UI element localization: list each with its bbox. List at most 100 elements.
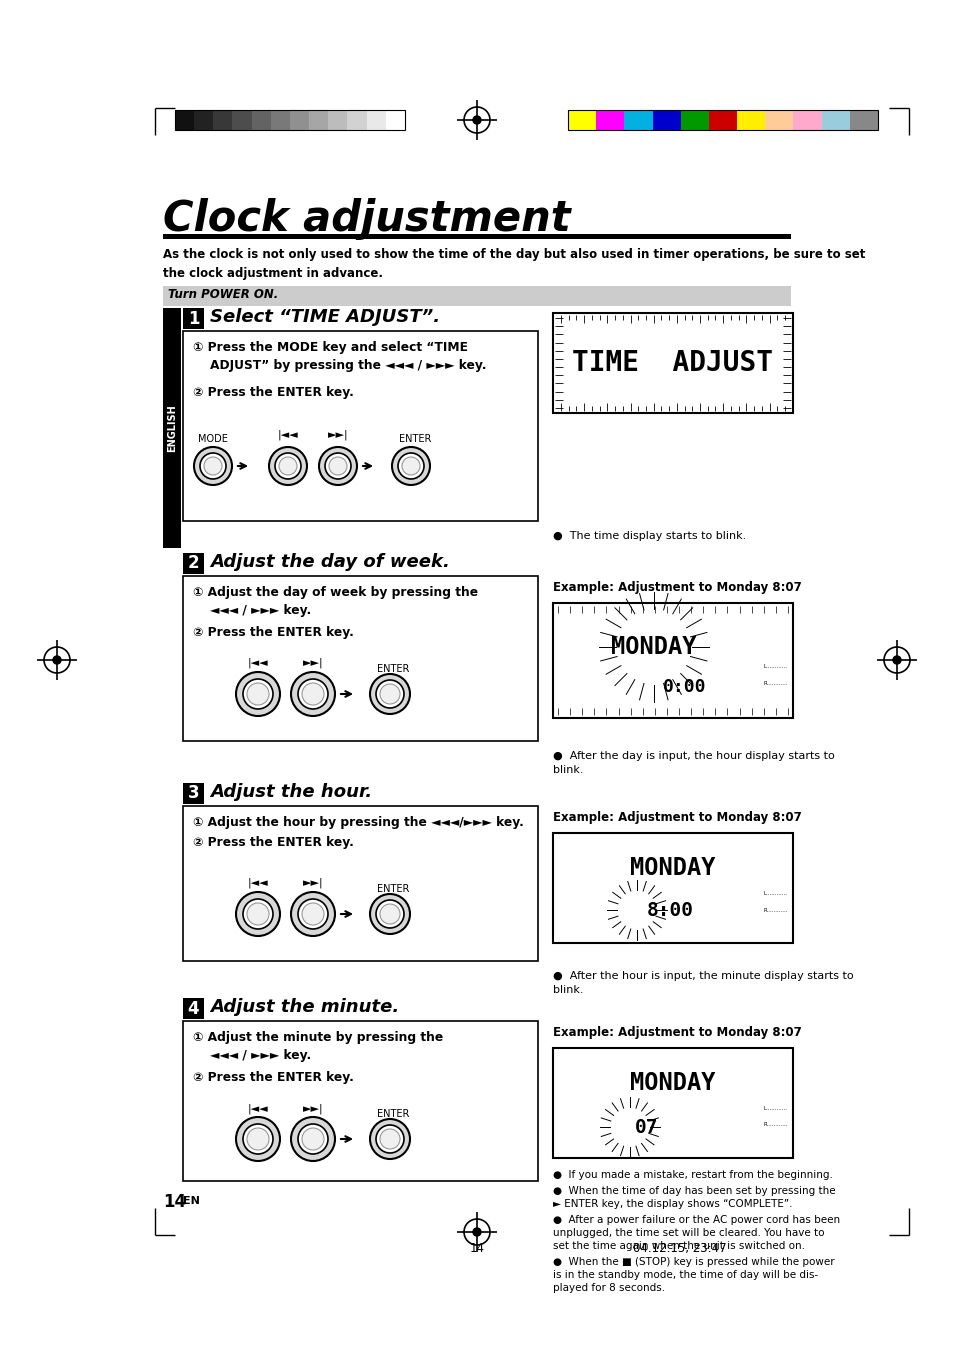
Circle shape <box>204 457 222 476</box>
Text: Adjust the hour.: Adjust the hour. <box>210 784 372 801</box>
Circle shape <box>370 894 410 934</box>
Text: 4: 4 <box>188 1000 199 1017</box>
Text: L............: L............ <box>763 1106 787 1111</box>
Text: 3: 3 <box>188 785 199 802</box>
Bar <box>680 109 708 130</box>
Bar <box>183 1021 537 1181</box>
Circle shape <box>379 904 399 924</box>
Bar <box>213 109 233 130</box>
Circle shape <box>53 657 61 663</box>
Bar <box>553 1048 792 1158</box>
Bar <box>821 109 849 130</box>
Circle shape <box>269 447 307 485</box>
Bar <box>163 308 181 549</box>
Circle shape <box>235 671 280 716</box>
Text: 14: 14 <box>163 1193 186 1210</box>
Text: TIME  ADJUST: TIME ADJUST <box>572 349 773 377</box>
Bar <box>183 784 204 804</box>
Bar <box>174 109 405 130</box>
Text: ►►|: ►►| <box>327 430 348 440</box>
Text: ENTER: ENTER <box>376 884 409 894</box>
Circle shape <box>473 1228 480 1236</box>
Circle shape <box>370 674 410 713</box>
Text: R............: R............ <box>762 908 787 912</box>
Bar <box>652 109 680 130</box>
Bar <box>737 109 764 130</box>
Bar <box>183 576 537 740</box>
Text: 8:00: 8:00 <box>646 901 693 920</box>
Text: Adjust the minute.: Adjust the minute. <box>210 998 399 1016</box>
Text: Select “TIME ADJUST”.: Select “TIME ADJUST”. <box>210 308 439 326</box>
Text: 2: 2 <box>188 554 199 573</box>
Bar <box>163 234 790 239</box>
Text: ●  If you made a mistake, restart from the beginning.: ● If you made a mistake, restart from th… <box>553 1170 832 1179</box>
Text: ② Press the ENTER key.: ② Press the ENTER key. <box>193 1071 354 1084</box>
Text: L............: L............ <box>763 892 787 896</box>
Bar <box>309 109 328 130</box>
Text: |◄◄: |◄◄ <box>248 878 268 889</box>
Circle shape <box>302 684 324 705</box>
Text: ENGLISH: ENGLISH <box>167 404 177 451</box>
Circle shape <box>473 116 480 124</box>
Circle shape <box>325 453 351 480</box>
Text: |◄◄: |◄◄ <box>248 658 268 669</box>
Circle shape <box>297 898 328 929</box>
Text: ●  After the day is input, the hour display starts to
blink.: ● After the day is input, the hour displ… <box>553 751 834 775</box>
Text: |◄◄: |◄◄ <box>248 1102 268 1113</box>
Text: 1: 1 <box>188 309 199 327</box>
Text: ►►|: ►►| <box>302 1102 323 1113</box>
Text: ① Adjust the hour by pressing the ◄◄◄/►►► key.: ① Adjust the hour by pressing the ◄◄◄/►►… <box>193 816 523 830</box>
Circle shape <box>302 902 324 925</box>
Circle shape <box>379 684 399 704</box>
Circle shape <box>247 1128 269 1150</box>
Text: 07: 07 <box>634 1117 658 1136</box>
Circle shape <box>243 680 273 709</box>
Bar <box>553 834 792 943</box>
Circle shape <box>318 447 356 485</box>
Circle shape <box>235 892 280 936</box>
Text: L............: L............ <box>763 663 787 669</box>
Text: |◄◄: |◄◄ <box>277 430 298 440</box>
Circle shape <box>379 1129 399 1148</box>
Bar <box>183 308 204 330</box>
Bar <box>194 109 213 130</box>
Bar <box>849 109 877 130</box>
Bar <box>385 109 405 130</box>
Text: MONDAY: MONDAY <box>611 635 696 659</box>
Circle shape <box>291 671 335 716</box>
Text: 04.12.15, 23:47: 04.12.15, 23:47 <box>633 1242 726 1255</box>
Circle shape <box>297 680 328 709</box>
Text: ① Press the MODE key and select “TIME
    ADJUST” by pressing the ◄◄◄ / ►►► key.: ① Press the MODE key and select “TIME AD… <box>193 340 486 372</box>
Text: R............: R............ <box>762 1123 787 1128</box>
Text: Adjust the day of week.: Adjust the day of week. <box>210 553 450 571</box>
Text: As the clock is not only used to show the time of the day but also used in timer: As the clock is not only used to show th… <box>163 249 864 280</box>
Circle shape <box>370 1119 410 1159</box>
Text: ① Adjust the minute by pressing the
    ◄◄◄ / ►►► key.: ① Adjust the minute by pressing the ◄◄◄ … <box>193 1031 443 1062</box>
Bar <box>252 109 271 130</box>
Bar <box>183 998 204 1019</box>
Text: Example: Adjustment to Monday 8:07: Example: Adjustment to Monday 8:07 <box>553 581 801 594</box>
Text: ●  When the ■ (STOP) key is pressed while the power
is in the standby mode, the : ● When the ■ (STOP) key is pressed while… <box>553 1256 834 1293</box>
Bar <box>623 109 652 130</box>
Circle shape <box>235 1117 280 1161</box>
Bar <box>366 109 385 130</box>
Text: ENTER: ENTER <box>376 663 409 674</box>
Text: MONDAY: MONDAY <box>630 1071 715 1096</box>
Circle shape <box>302 1128 324 1150</box>
Bar <box>567 109 596 130</box>
Bar <box>183 807 537 961</box>
Bar <box>233 109 252 130</box>
Circle shape <box>291 1117 335 1161</box>
Circle shape <box>375 680 403 708</box>
Bar <box>553 603 792 717</box>
Circle shape <box>392 447 430 485</box>
Bar <box>764 109 793 130</box>
Circle shape <box>297 1124 328 1154</box>
Text: Example: Adjustment to Monday 8:07: Example: Adjustment to Monday 8:07 <box>553 811 801 824</box>
Text: ●  After the hour is input, the minute display starts to
blink.: ● After the hour is input, the minute di… <box>553 971 853 994</box>
Text: ●  The time display starts to blink.: ● The time display starts to blink. <box>553 531 745 540</box>
Circle shape <box>247 684 269 705</box>
Circle shape <box>247 902 269 925</box>
Text: ●  When the time of day has been set by pressing the
► ENTER key, the display sh: ● When the time of day has been set by p… <box>553 1186 835 1209</box>
Bar <box>290 109 309 130</box>
